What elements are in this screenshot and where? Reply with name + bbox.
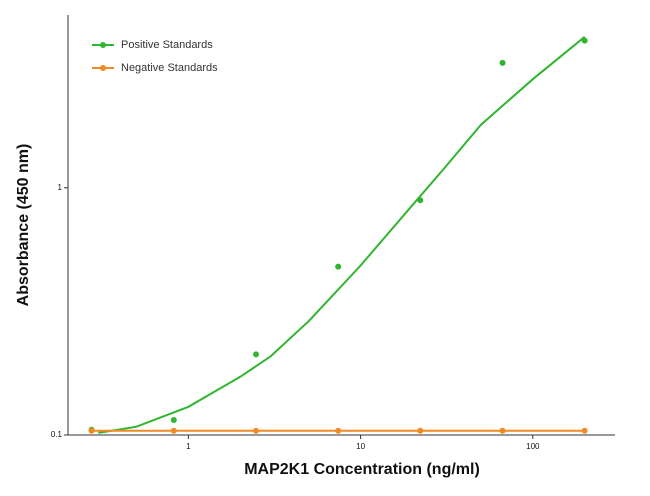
legend-label: Positive Standards xyxy=(121,39,213,51)
x-tick-label: 10 xyxy=(356,442,365,451)
y-tick-label: 0.1 xyxy=(51,430,63,439)
point xyxy=(253,427,260,434)
legend-marker xyxy=(100,65,106,71)
point xyxy=(499,59,506,66)
point xyxy=(170,416,177,423)
point xyxy=(499,427,506,434)
x-axis-title: MAP2K1 Concentration (ng/ml) xyxy=(244,461,480,478)
x-tick-label: 100 xyxy=(526,442,540,451)
point xyxy=(88,427,95,434)
y-axis-title: Absorbance (450 nm) xyxy=(15,144,32,307)
x-tick-label: 1 xyxy=(186,442,191,451)
point xyxy=(253,351,260,358)
point xyxy=(417,427,424,434)
point xyxy=(170,427,177,434)
point xyxy=(417,197,424,204)
point xyxy=(581,37,588,44)
legend-label: Negative Standards xyxy=(121,62,218,74)
point xyxy=(335,263,342,270)
point xyxy=(581,427,588,434)
y-tick-label: 1 xyxy=(58,183,63,192)
point xyxy=(335,427,342,434)
fit-curve xyxy=(98,36,586,434)
legend-marker xyxy=(100,42,106,48)
